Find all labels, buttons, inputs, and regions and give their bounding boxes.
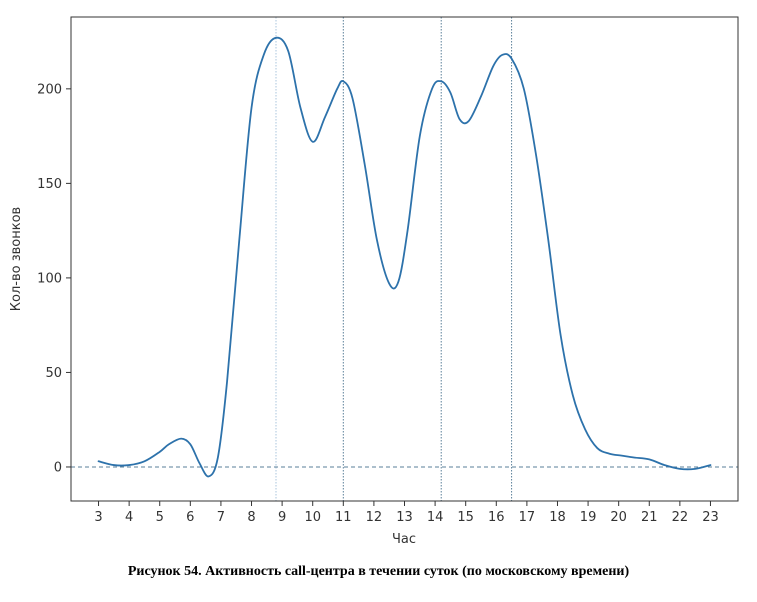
x-tick-label: 7	[217, 510, 225, 525]
y-tick-label: 150	[37, 177, 62, 192]
x-tick-label: 3	[94, 510, 102, 525]
x-tick-label: 21	[641, 510, 658, 525]
x-tick-label: 22	[672, 510, 689, 525]
x-tick-label: 15	[457, 510, 474, 525]
x-tick-label: 12	[366, 510, 383, 525]
x-tick-label: 20	[610, 510, 627, 525]
x-tick-label: 4	[125, 510, 133, 525]
x-tick-label: 9	[278, 510, 286, 525]
x-tick-label: 6	[186, 510, 194, 525]
y-tick-label: 50	[45, 366, 62, 381]
reference-lines	[71, 17, 738, 501]
call-center-activity-chart: 3 4 5 6 7 8 9 10 11 12 13 14 15 16 17 18 19 20 21 22 23 0 50 1…	[9, 16, 739, 547]
y-axis-title: Кол-во звонков	[9, 207, 24, 311]
x-tick-label: 10	[304, 510, 321, 525]
y-tick-label: 200	[37, 82, 62, 97]
x-tick-label: 18	[549, 510, 566, 525]
x-tick-label: 13	[396, 510, 413, 525]
x-tick-label: 14	[427, 510, 444, 525]
figure-caption: Рисунок 54. Активность call-центра в теч…	[127, 564, 630, 579]
x-tick-label: 8	[247, 510, 255, 525]
y-axis-ticks: 0 50 100 150 200	[37, 82, 71, 475]
x-tick-label: 23	[702, 510, 719, 525]
x-axis-title: Час	[392, 532, 416, 547]
x-axis-ticks: 3 4 5 6 7 8 9 10 11 12 13 14 15 16 17 18 19 20 21 22 23	[94, 501, 719, 525]
series-line	[97, 36, 712, 478]
y-tick-label: 0	[54, 460, 62, 475]
x-tick-label: 5	[156, 510, 164, 525]
x-tick-label: 19	[580, 510, 597, 525]
series-layer	[97, 36, 712, 478]
x-tick-label: 17	[519, 510, 536, 525]
plot-area	[71, 17, 738, 501]
y-tick-label: 100	[37, 271, 62, 286]
x-tick-label: 16	[488, 510, 505, 525]
x-tick-label: 11	[335, 510, 352, 525]
